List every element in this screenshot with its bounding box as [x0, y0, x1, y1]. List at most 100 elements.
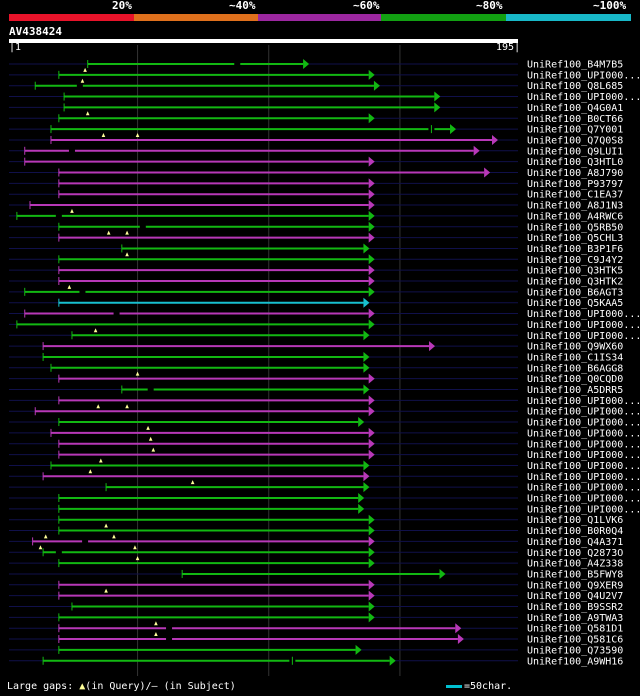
query-gap-marker: [43, 534, 48, 539]
hit-label: UniRef100_Q581D1: [527, 624, 623, 635]
hit-arrow: [368, 525, 375, 536]
hit-arrow: [484, 167, 491, 178]
hit-label: UniRef100_Q3HTL0: [527, 157, 623, 168]
hit-arrow: [368, 547, 375, 558]
hit-arrow: [368, 514, 375, 525]
hit-arrow: [358, 493, 365, 503]
hit-arrow: [368, 221, 375, 232]
query-gap-marker: [80, 78, 85, 83]
hit-arrow: [368, 601, 375, 612]
hit-arrow: [363, 482, 370, 493]
hit-label: UniRef100_B5FWY8: [527, 569, 623, 580]
hit-label: UniRef100_P93797: [527, 179, 623, 190]
hit-label: UniRef100_Q5RB50: [527, 222, 623, 233]
query-gap-icon: ▲: [79, 681, 86, 692]
hit-arrow: [368, 536, 375, 547]
hit-arrow: [363, 297, 370, 308]
hit-label: UniRef100_UPI000...: [527, 504, 640, 515]
hit-label: UniRef100_Q0CQD0: [527, 374, 623, 385]
hit-arrow: [429, 341, 436, 352]
hit-label: UniRef100_Q7Q0S8: [527, 135, 623, 146]
query-gap-marker: [93, 328, 98, 333]
footer-gap-legend: Large gaps: ▲(in Query)/— (in Subject): [7, 681, 236, 693]
hit-label: UniRef100_UPI000...: [527, 428, 640, 439]
hit-label: UniRef100_Q2873O: [527, 548, 623, 559]
query-gap-marker: [101, 132, 106, 137]
hit-arrow: [363, 243, 370, 254]
hit-arrow: [363, 351, 370, 362]
scale-key-bar: [446, 684, 462, 688]
hit-label: UniRef100_Q73590: [527, 645, 623, 656]
hit-label: UniRef100_C1IS34: [527, 352, 623, 363]
hit-label: UniRef100_Q3HTK2: [527, 277, 623, 288]
hit-label: UniRef100_UPI000...: [527, 461, 640, 472]
hit-label: UniRef100_B6AGT3: [527, 287, 623, 298]
hit-label: UniRef100_Q4A371: [527, 537, 623, 548]
hit-label: UniRef100_A9TWA3: [527, 613, 623, 624]
query-gap-marker: [112, 534, 116, 539]
footer-gaps-prefix: Large gaps:: [7, 681, 74, 692]
hit-arrow: [368, 406, 375, 417]
hit-label: UniRef100_A4RWC6: [527, 211, 623, 222]
hit-arrow: [450, 124, 457, 135]
legend-bar-100: [506, 14, 631, 21]
hit-label: UniRef100_B0CT66: [527, 114, 623, 125]
hit-label: UniRef100_B6AGG8: [527, 363, 623, 374]
query-bar: [9, 39, 518, 43]
query-gap-marker: [135, 371, 140, 376]
hit-arrow: [368, 449, 375, 460]
hit-arrow: [368, 178, 375, 189]
hit-label: UniRef100_A8J1N3: [527, 201, 623, 212]
scale-key-label: =50char.: [464, 681, 513, 692]
hit-arrow: [368, 579, 375, 590]
hit-arrow: [368, 395, 375, 406]
hit-label: UniRef100_UPI000...: [527, 331, 640, 342]
hit-arrow: [368, 319, 375, 330]
hit-arrow: [368, 286, 375, 297]
query-gap-marker: [96, 404, 101, 409]
hit-label: UniRef100_UPI000...: [527, 472, 640, 483]
hit-label: UniRef100_A8J790: [527, 168, 623, 179]
hit-arrow: [368, 308, 375, 319]
query-name: AV438424: [9, 25, 62, 38]
hit-arrow: [368, 590, 375, 601]
hit-label: UniRef100_Q1LVK6: [527, 515, 623, 526]
hit-arrow: [363, 471, 370, 482]
hit-arrow: [368, 427, 375, 438]
legend-bar-60: [258, 14, 381, 21]
hit-label: UniRef100_B9SSR2: [527, 602, 623, 613]
hit-arrow: [473, 145, 480, 156]
hit-arrow: [358, 503, 365, 514]
hit-label: UniRef100_A9WH16: [527, 656, 623, 667]
hit-label: UniRef100_Q8L685: [527, 81, 623, 92]
scale-key: =50char.: [446, 681, 512, 693]
query-gap-marker: [190, 480, 195, 485]
hit-label: UniRef100_Q4U2V7: [527, 591, 623, 602]
hit-label: UniRef100_B3P1F6: [527, 244, 623, 255]
hit-arrow: [363, 362, 370, 373]
hit-arrow: [355, 644, 362, 655]
hit-arrow: [368, 156, 375, 167]
hit-label: UniRef100_Q581C6: [527, 635, 623, 646]
query-gap-marker: [85, 111, 90, 116]
hit-label: UniRef100_Q5CHL3: [527, 233, 623, 244]
hit-label: UniRef100_UPI000...: [527, 418, 640, 429]
query-gap-marker: [38, 545, 43, 550]
query-gap-marker: [104, 523, 108, 528]
query-gap-marker: [83, 67, 87, 72]
hit-arrow: [363, 460, 370, 471]
hit-arrow: [368, 200, 375, 211]
query-gap-marker: [104, 588, 108, 593]
query-gap-marker: [151, 447, 156, 452]
hit-label: UniRef100_UPI000...: [527, 450, 640, 461]
query-gap-marker: [135, 556, 140, 561]
hit-label: UniRef100_Q9XER9: [527, 580, 623, 591]
legend-bar-20: [9, 14, 134, 21]
hit-arrow: [368, 276, 375, 286]
hit-arrow: [368, 265, 375, 276]
query-gap-marker: [135, 132, 140, 137]
hit-arrow: [368, 210, 375, 221]
footer-gaps-subject: — (in Subject): [151, 681, 236, 692]
hit-label: UniRef100_UPI000...: [527, 483, 640, 494]
